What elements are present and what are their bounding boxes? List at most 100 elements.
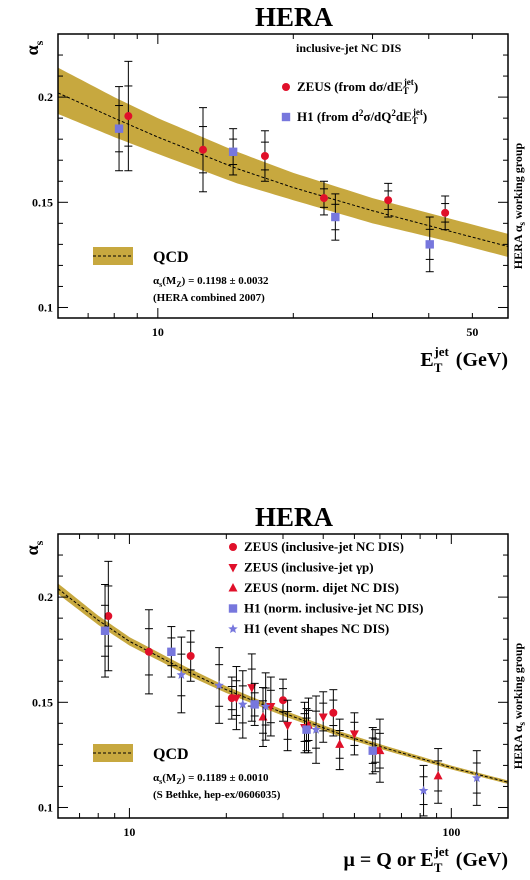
point-marker [319,194,328,203]
point-marker [384,196,393,205]
data-point [231,666,241,731]
point-marker [100,626,110,635]
data-point [104,560,113,672]
data-point [114,86,124,172]
data-point [100,583,110,678]
qcd-band [58,67,508,257]
y-axis-label: αs [22,540,46,555]
point-marker [260,152,269,161]
y-axis-title: αs [22,40,46,55]
axis-ticks: 10 100 0.1 0.15 0.2 [32,533,508,839]
point-marker [279,696,287,705]
data-point [302,708,311,752]
qcd-label: QCD [153,249,189,266]
data-point [167,626,176,678]
qcd-value: αs(MZ) = 0.1198 ± 0.0032 [153,275,269,289]
point-marker [198,145,207,154]
point-marker [441,208,450,217]
data-point [368,727,377,775]
legend-label: H1 (event shapes NC DIS) [244,621,389,636]
x-axis-title: ETjet (GeV) [420,344,508,375]
data-point [214,647,224,724]
qcd-source: (S Bethke, hep-ex/0606035) [153,789,281,801]
legend-marker [229,543,237,551]
legend-label: ZEUS (norm. dijet NC DIS) [244,580,399,595]
legend-marker [228,624,238,634]
qcd-value: αs(MZ) = 0.1189 ± 0.0010 [153,772,269,786]
point-marker [329,708,338,717]
x-axis-label: μ = Q or ETjet (GeV) [344,844,508,875]
data-point [375,718,385,783]
point-marker [318,713,328,723]
data-point [124,60,133,172]
legend-label: ZEUS (inclusive-jet NC DIS) [244,539,404,554]
y-tick-label: 0.1 [38,300,53,314]
point-marker [311,724,321,734]
data-point [441,195,450,231]
legend-marker [228,564,238,573]
data-point [349,712,359,756]
data-point [329,689,338,737]
data-point [260,672,271,741]
data-point [311,695,321,764]
point-marker [283,721,293,731]
point-marker [335,739,345,748]
legend-item: ZEUS (norm. dijet NC DIS) [228,580,399,595]
point-marker [425,240,434,249]
y-tick-label: 0.1 [38,800,53,814]
data-point [279,678,287,722]
y-axis-label: αs [22,40,46,55]
axis-ticks: 10 50 0.1 0.15 0.2 [32,33,509,339]
point-marker [176,669,187,679]
x-tick-label: 100 [442,825,460,839]
x-axis-label: ETjet (GeV) [420,344,508,375]
qcd-legend: QCD αs(MZ) = 0.1189 ± 0.0010 (S Bethke, he… [93,744,281,801]
point-marker [167,647,176,657]
point-marker [104,612,113,621]
qcd-source: (HERA combined 2007) [153,292,265,304]
data-point [319,180,328,216]
y-tick-label: 0.2 [38,590,53,604]
title: HERA [255,2,334,32]
data-point [384,182,393,218]
legend: ZEUS (from dσ/dETjet) H1 (from d2σ/dQ2dET… [281,77,427,126]
point-marker [349,730,359,739]
data-point [418,764,429,817]
point-marker [186,652,195,661]
legend-marker [282,83,290,91]
legend-item: ZEUS (inclusive-jet γp) [228,560,374,575]
plot-frame [57,33,509,319]
side-label: HERA αs working group [511,142,527,269]
point-marker [144,647,153,656]
data-point [198,107,207,193]
point-marker [214,680,224,690]
panel-bottom: HERA αs 10 100 0.1 0.15 0.2 ZEUS (inclusive-… [22,502,527,875]
legend-item: ZEUS (inclusive-jet NC DIS) [229,539,404,554]
point-marker [433,770,443,780]
data-point [472,750,482,806]
point-marker [114,124,124,133]
annotation-top: inclusive-jet NC DIS [296,41,402,55]
legend-label: H1 (from d2σ/dQ2dETjet) [297,107,427,126]
data-point [331,193,340,241]
data-point [283,699,293,752]
data-point [228,128,238,176]
legend-marker [228,583,238,592]
side-label: HERA αs working group [511,642,527,769]
plot-frame [57,533,509,819]
point-marker [247,684,257,693]
y-tick-label: 0.15 [32,195,53,209]
data-point [144,609,153,695]
x-axis-title: μ = Q or ETjet (GeV) [344,844,508,875]
data-point [260,130,269,182]
data-point [250,682,259,726]
qcd-legend: QCD αs(MZ) = 0.1198 ± 0.0032 (HERA combine… [93,247,269,304]
legend-item: H1 (event shapes NC DIS) [228,621,389,636]
data-point [186,630,195,682]
point-marker [472,773,482,783]
legend-marker [228,604,238,613]
legend-item: ZEUS (from dσ/dETjet) [282,77,418,96]
data-point [425,216,434,273]
data-points [100,560,482,817]
